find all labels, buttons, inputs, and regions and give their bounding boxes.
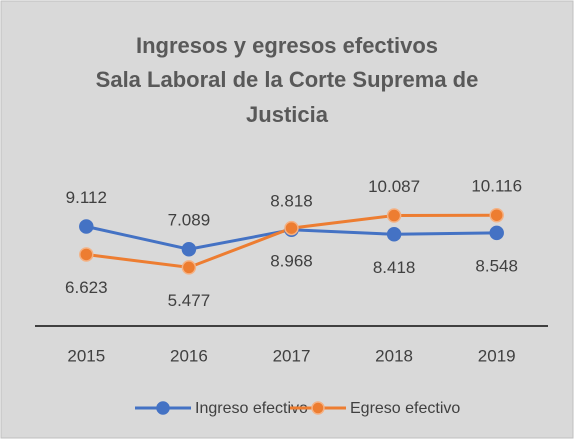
data-point	[79, 219, 94, 234]
legend-label: Egreso efectivo	[350, 400, 460, 417]
data-label: 8.818	[270, 191, 313, 210]
x-tick-label: 2016	[170, 346, 208, 365]
data-label: 7.089	[168, 211, 211, 230]
chart-title: Sala Laboral de la Corte Suprema de	[96, 67, 479, 92]
legend-marker	[311, 401, 325, 415]
chart-title: Ingresos y egresos efectivos	[136, 33, 438, 58]
x-tick-label: 2017	[273, 346, 311, 365]
data-label: 8.968	[270, 252, 313, 271]
legend-label: Ingreso efectivo	[195, 400, 308, 417]
x-tick-label: 2015	[67, 346, 105, 365]
chart-title: Justicia	[246, 102, 329, 127]
data-point	[284, 220, 299, 236]
data-label: 8.548	[475, 256, 518, 275]
data-label: 6.623	[65, 278, 108, 297]
data-label: 5.477	[168, 291, 211, 310]
data-point	[489, 225, 504, 241]
data-label: 9.112	[66, 188, 107, 207]
x-tick-label: 2019	[478, 346, 516, 365]
data-point	[181, 241, 197, 257]
data-label: 10.087	[368, 177, 420, 196]
data-label: 8.418	[373, 258, 416, 277]
data-point	[386, 227, 402, 242]
legend-marker	[156, 401, 170, 415]
x-tick-label: 2018	[375, 346, 413, 365]
data-point	[386, 208, 402, 223]
data-label: 10.116	[471, 177, 522, 196]
data-point	[181, 260, 197, 275]
data-point	[489, 207, 504, 223]
data-point	[79, 247, 94, 262]
